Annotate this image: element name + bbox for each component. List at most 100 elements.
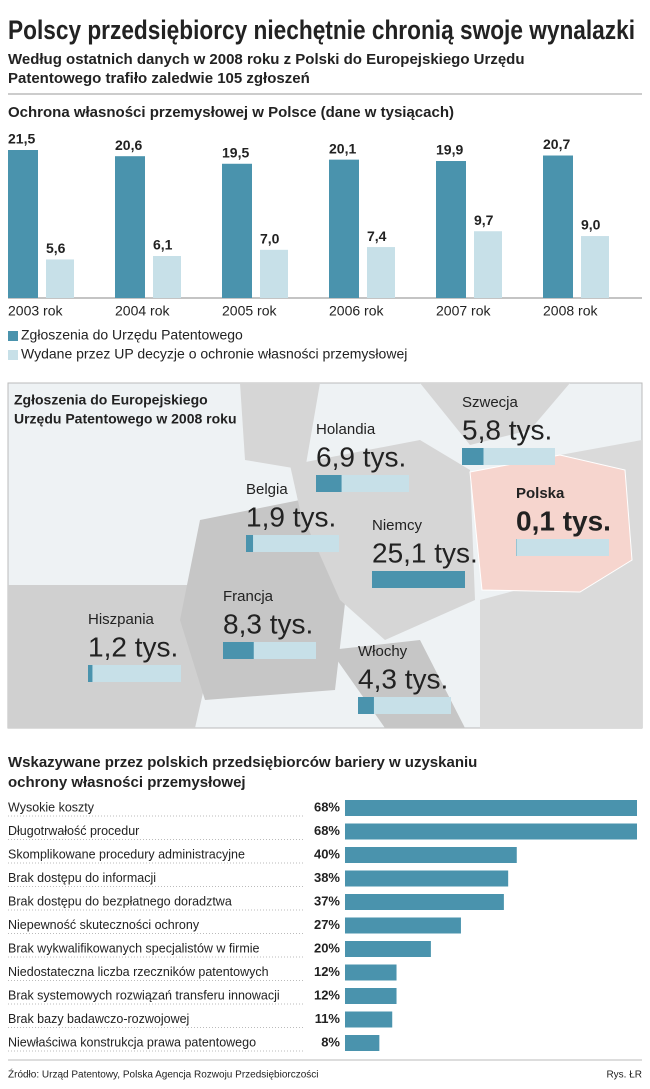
country-name: Polska (516, 485, 565, 502)
category-label: Długotrwałość procedur (8, 824, 139, 838)
legend-swatch (8, 331, 18, 341)
value-label: 21,5 (8, 131, 35, 147)
bar (358, 697, 374, 714)
category-label: Brak dostępu do bezpłatnego doradztwa (8, 894, 232, 908)
bar (222, 163, 252, 298)
land (8, 585, 215, 728)
country-name: Szwecja (462, 394, 519, 411)
legend-label: Wydane przez UP decyzje o ochronie własn… (21, 346, 407, 362)
value-label: 27% (314, 917, 340, 932)
x-tick-label: 2004 rok (115, 303, 170, 319)
bar (367, 247, 395, 298)
land (240, 383, 320, 470)
x-tick-label: 2005 rok (222, 303, 277, 319)
bar (46, 259, 74, 298)
credit: Rys. ŁR (606, 1070, 642, 1081)
bar-track (358, 697, 451, 714)
value-label: 12% (314, 987, 340, 1002)
value-label: 20,1 (329, 140, 356, 156)
country-name: Włochy (358, 643, 408, 660)
map: Zgłoszenia do Europejskiego Urzędu Paten… (7, 382, 643, 729)
bar (345, 1011, 393, 1028)
bar-track (462, 448, 555, 465)
value-label: 37% (314, 893, 340, 908)
bar (345, 988, 397, 1004)
map-title: Urzędu Patentowego w 2008 roku (14, 411, 237, 427)
bar (345, 1035, 380, 1051)
bar (345, 941, 431, 957)
value-label: 4,3 tys. (358, 663, 448, 694)
bar (345, 800, 637, 816)
value-label: 1,2 tys. (88, 631, 178, 662)
value-label: 5,6 (46, 240, 66, 256)
value-label: 1,9 tys. (246, 501, 336, 532)
value-label: 9,0 (581, 217, 601, 233)
value-label: 9,7 (474, 212, 494, 228)
value-label: 8% (321, 1034, 340, 1049)
subtitle: Według ostatnich danych w 2008 roku z Po… (8, 51, 525, 68)
value-label: 20,6 (115, 137, 142, 153)
value-label: 68% (314, 823, 340, 838)
value-label: 8,3 tys. (223, 608, 313, 639)
value-label: 7,4 (367, 228, 387, 244)
bar (543, 155, 573, 298)
bar (329, 159, 359, 298)
chart-title: Ochrona własności przemysłowej w Polsce … (8, 104, 454, 121)
category-label: Brak dostępu do informacji (8, 871, 156, 885)
value-label: 6,9 tys. (316, 441, 406, 472)
bar-track (516, 539, 609, 556)
bar (581, 236, 609, 298)
category-label: Brak bazy badawczo-rozwojowej (8, 1012, 189, 1026)
value-label: 19,5 (222, 144, 249, 160)
source: Źródło: Urząd Patentowy, Polska Agencja … (8, 1068, 319, 1081)
value-label: 11% (315, 1011, 341, 1026)
bar-track (246, 535, 339, 552)
bar (474, 231, 502, 298)
value-label: 6,1 (153, 237, 173, 253)
value-label: 25,1 tys. (372, 537, 478, 568)
bar (436, 161, 466, 298)
legend-swatch (8, 350, 18, 360)
value-label: 20,7 (543, 136, 570, 152)
value-label: 7,0 (260, 231, 280, 247)
bar (345, 823, 637, 840)
subtitle: Patentowego trafiło zaledwie 105 zgłosze… (8, 70, 310, 87)
x-tick-label: 2003 rok (8, 303, 63, 319)
bar (372, 571, 465, 588)
bar (115, 156, 145, 298)
bar (345, 917, 461, 934)
category-label: Skomplikowane procedury administracyjne (8, 847, 245, 861)
category-label: Brak wykwalifikowanych specjalistów w fi… (8, 941, 260, 955)
poland-shape (469, 454, 633, 593)
land (420, 383, 570, 445)
country-name: Francja (223, 588, 274, 605)
value-label: 38% (314, 870, 340, 885)
x-tick-label: 2006 rok (329, 303, 384, 319)
category-label: Niepewność skuteczności ochrony (8, 918, 200, 932)
country-name: Belgia (246, 481, 288, 498)
x-tick-label: 2007 rok (436, 303, 491, 319)
map-title: Zgłoszenia do Europejskiego (14, 392, 208, 408)
chart-title: Wskazywane przez polskich przedsiębiorcó… (8, 754, 477, 771)
country-name: Hiszpania (88, 611, 155, 628)
value-label: 68% (314, 799, 340, 814)
bar (8, 150, 38, 298)
bar (246, 535, 254, 552)
value-label: 12% (314, 964, 340, 979)
bar (345, 870, 509, 887)
bar (345, 964, 397, 981)
value-label: 20% (314, 940, 340, 955)
bar (153, 256, 181, 298)
page-title: Polscy przedsiębiorcy niechętnie chronią… (8, 15, 635, 45)
bar (223, 642, 254, 659)
bar-track (88, 665, 181, 682)
legend-label: Zgłoszenia do Urzędu Patentowego (21, 327, 243, 343)
category-label: Brak systemowych rozwiązań transferu inn… (8, 988, 280, 1002)
bar (462, 448, 484, 465)
value-label: 0,1 tys. (516, 505, 611, 536)
chart-title: ochrony własności przemysłowej (8, 774, 246, 791)
bar (260, 249, 288, 298)
bar (345, 847, 517, 863)
country-name: Niemcy (372, 517, 423, 534)
